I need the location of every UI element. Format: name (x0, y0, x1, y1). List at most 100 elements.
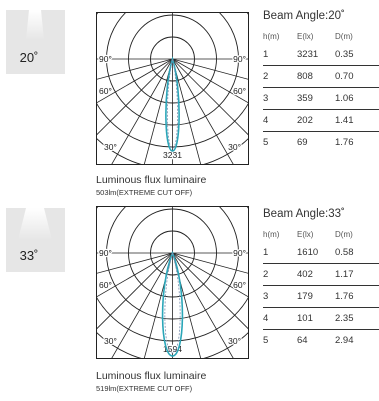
grid-spoke (172, 58, 249, 104)
cell-illuminance: 1610 (297, 247, 319, 258)
header-height: h(m) (263, 230, 280, 239)
grid-spoke (172, 58, 235, 165)
cell-diameter: 0.58 (335, 247, 354, 258)
polar-axis-label: 90° (233, 248, 246, 258)
cell-diameter: 1.17 (335, 269, 354, 280)
grid-spoke (96, 252, 173, 298)
beam-icon-box: 33˚ (6, 208, 65, 272)
luminous-flux-title: Luminous flux luminaire (96, 370, 207, 382)
cell-illuminance: 359 (297, 93, 313, 104)
table-row: 4 202 1.41 (263, 115, 379, 137)
polar-grid (96, 206, 249, 359)
table-row: 1 1610 0.58 (263, 247, 379, 269)
cell-height: 5 (263, 335, 269, 346)
grid-spoke (110, 58, 173, 165)
cell-illuminance: 69 (297, 137, 308, 148)
table-header: h(m) E(lx) D(m) (263, 32, 379, 49)
illuminance-table: h(m) E(lx) D(m) 1 1610 0.58 2 402 1.17 3… (263, 230, 379, 357)
beam-angle-title: Beam Angle:33˚ (263, 208, 345, 220)
beam-icon-box: 20˚ (6, 10, 65, 74)
polar-axis-label: 30° (228, 336, 241, 346)
beam-distribution-curve (165, 56, 180, 152)
polar-diagram: 90° 90° 60° 60° 30° 30° 3231 (96, 12, 249, 165)
cell-diameter: 2.35 (335, 313, 354, 324)
grid-spoke (172, 252, 249, 298)
table-row: 2 808 0.70 (263, 71, 379, 93)
polar-axis-label: 90° (233, 54, 246, 64)
cell-illuminance: 808 (297, 71, 313, 82)
header-diameter: D(m) (335, 230, 353, 239)
polar-axis-label: 60° (99, 86, 112, 96)
header-diameter: D(m) (335, 32, 353, 41)
cell-illuminance: 179 (297, 291, 313, 302)
polar-axis-label: 3231 (163, 150, 182, 160)
beam-distribution-curve-secondary (167, 58, 178, 149)
cell-height: 2 (263, 269, 269, 280)
cell-height: 4 (263, 313, 269, 324)
cell-height: 5 (263, 137, 269, 148)
header-illuminance: E(lx) (297, 32, 314, 41)
cell-illuminance: 3231 (297, 49, 319, 60)
cell-illuminance: 101 (297, 313, 313, 324)
cell-illuminance: 64 (297, 335, 308, 346)
row-divider (263, 131, 379, 132)
beam-angle-title: Beam Angle:20˚ (263, 10, 345, 22)
cell-height: 2 (263, 71, 269, 82)
grid-spoke (110, 252, 173, 359)
beam-distribution-curve-secondary (164, 251, 181, 354)
cell-illuminance: 402 (297, 269, 313, 280)
beam-angle-label: 33˚ (19, 248, 39, 263)
row-divider (263, 285, 379, 286)
polar-axis-label: 60° (233, 280, 246, 290)
cell-diameter: 0.70 (335, 71, 354, 82)
cell-diameter: 0.35 (335, 49, 354, 60)
grid-spoke (143, 58, 173, 165)
cell-height: 4 (263, 115, 269, 126)
row-divider (263, 263, 379, 264)
table-row: 5 69 1.76 (263, 137, 379, 159)
cell-diameter: 1.76 (335, 291, 354, 302)
table-row: 3 359 1.06 (263, 93, 379, 115)
grid-spoke (172, 58, 249, 80)
table-row: 1 3231 0.35 (263, 49, 379, 71)
grid-spoke (172, 252, 249, 331)
polar-axis-label: 30° (104, 336, 117, 346)
row-divider (263, 307, 379, 308)
cell-height: 3 (263, 291, 269, 302)
grid-spoke (96, 58, 173, 137)
cell-diameter: 1.41 (335, 115, 354, 126)
polar-axis-label: 90° (99, 248, 112, 258)
grid-spoke (96, 252, 173, 331)
luminous-flux-title: Luminous flux luminaire (96, 174, 207, 186)
cell-illuminance: 202 (297, 115, 313, 126)
cell-height: 1 (263, 247, 269, 258)
polar-axis-label: 60° (99, 280, 112, 290)
cell-diameter: 1.06 (335, 93, 354, 104)
table-header: h(m) E(lx) D(m) (263, 230, 379, 247)
grid-spoke (172, 252, 249, 274)
cell-diameter: 2.94 (335, 335, 354, 346)
table-row: 5 64 2.94 (263, 335, 379, 357)
table-row: 3 179 1.76 (263, 291, 379, 313)
polar-axis-label: 90° (99, 54, 112, 64)
grid-spoke (96, 58, 173, 80)
table-row: 4 101 2.35 (263, 313, 379, 335)
polar-frame (96, 12, 249, 165)
beam-distribution-curve (161, 250, 184, 357)
polar-axis-label: 30° (104, 142, 117, 152)
table-row: 2 402 1.17 (263, 269, 379, 291)
light-beam-icon (26, 10, 44, 40)
grid-spoke (172, 58, 249, 137)
header-height: h(m) (263, 32, 280, 41)
row-divider (263, 329, 379, 330)
luminous-flux-value: 503lm(EXTREME CUT OFF) (96, 188, 193, 197)
beam-angle-label: 20˚ (19, 50, 39, 65)
polar-diagram: 90° 90° 60° 60° 30° 30° 1594 (96, 206, 249, 359)
cell-diameter: 1.76 (335, 137, 354, 148)
grid-spoke (96, 252, 173, 274)
illuminance-table: h(m) E(lx) D(m) 1 3231 0.35 2 808 0.70 3… (263, 32, 379, 159)
header-illuminance: E(lx) (297, 230, 314, 239)
luminous-flux-value: 519lm(EXTREME CUT OFF) (96, 384, 193, 393)
grid-spoke (96, 58, 173, 104)
grid-spoke (172, 252, 235, 359)
